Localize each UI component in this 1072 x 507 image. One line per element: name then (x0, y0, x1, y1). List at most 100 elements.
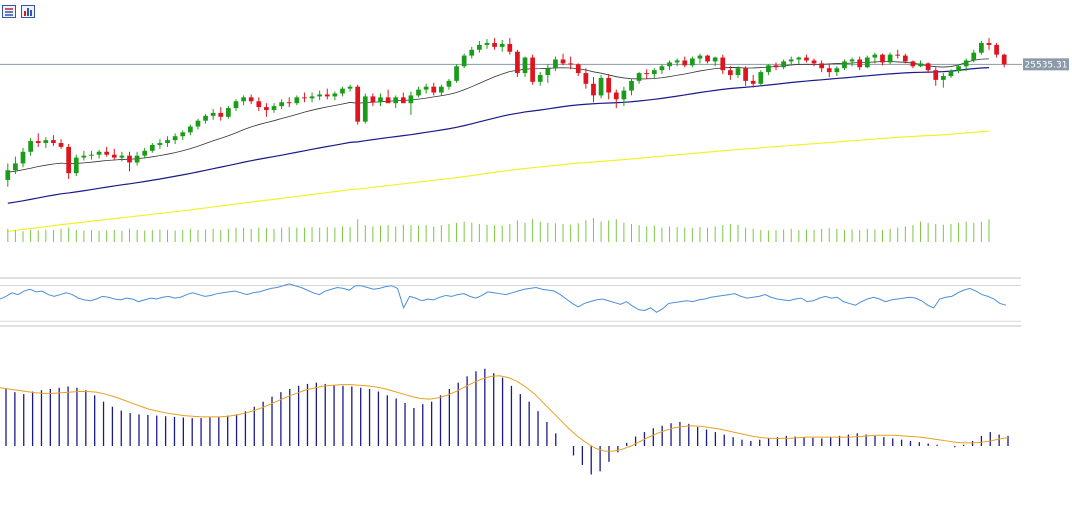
candle-body (400, 97, 406, 104)
candle-body (302, 97, 307, 99)
candle-body (933, 70, 939, 80)
candle-body (918, 63, 923, 67)
candle-body (13, 163, 18, 171)
candle-body (613, 92, 619, 100)
candle-body (910, 61, 916, 67)
candle-body (956, 66, 961, 72)
candle-body (682, 60, 688, 66)
candle-body (286, 102, 292, 104)
candle-body (545, 68, 551, 76)
candle-body (210, 112, 216, 116)
candle-body (940, 76, 946, 80)
candle-body (606, 77, 612, 93)
candle-body (332, 93, 338, 97)
candle-body (636, 73, 642, 81)
candle-body (28, 141, 33, 152)
candle-body (264, 107, 269, 110)
candle-body (423, 86, 429, 90)
candle-body (948, 71, 954, 76)
candle-body (324, 94, 330, 97)
candle-body (887, 54, 893, 63)
candle-body (127, 155, 132, 163)
candle-body (469, 49, 475, 56)
candle-body (842, 61, 847, 69)
candle-body (454, 66, 459, 81)
candle-body (712, 57, 718, 62)
candle-body (431, 86, 437, 93)
candle-body (309, 96, 315, 99)
candle-body (96, 151, 102, 155)
candle-body (187, 126, 193, 133)
candle-body (362, 96, 368, 122)
candle-body (347, 86, 353, 89)
candle-body (553, 59, 558, 69)
candle-body (979, 42, 984, 53)
candle-body (720, 57, 726, 71)
candle-body (971, 52, 977, 61)
candle-body (621, 90, 627, 100)
candle-body (35, 141, 41, 144)
candle-body (203, 115, 208, 121)
candle-body (165, 140, 170, 144)
candle-body (51, 140, 56, 144)
current-price-label: 25535.31 (1025, 60, 1068, 70)
candle-body (583, 73, 589, 84)
candle-body (689, 58, 695, 66)
candle-body (507, 43, 513, 52)
candle-body (111, 154, 117, 158)
candle-body (902, 55, 908, 62)
candle-body (408, 95, 414, 104)
candle-body (66, 146, 72, 174)
candle-body (598, 77, 604, 96)
candle-body (248, 97, 254, 102)
candle-body (674, 60, 680, 63)
candle-body (651, 70, 657, 75)
candle-body (705, 55, 710, 62)
volume-panel (7, 218, 990, 242)
candle-body (416, 89, 421, 96)
candle-body (963, 60, 969, 67)
candle-body (568, 63, 574, 65)
candle-body (271, 106, 277, 110)
candle-body (446, 80, 452, 87)
moving-average-slow-line (7, 130, 990, 233)
indicator-list-icon[interactable] (2, 3, 16, 18)
candle-body (986, 42, 992, 45)
candle-body (697, 55, 703, 59)
candle-body (438, 86, 444, 93)
candle-body (575, 64, 581, 74)
candle-body (134, 155, 140, 163)
candle-body (241, 97, 246, 102)
macd-signal-line (0, 375, 1009, 452)
candle-body (233, 101, 239, 109)
candle-body (119, 155, 125, 158)
chart-properties-icon[interactable] (21, 3, 35, 18)
candle-body (796, 57, 802, 60)
candle-body (461, 55, 467, 67)
candle-body (530, 57, 535, 82)
candle-body (994, 44, 999, 55)
candle-body (591, 83, 596, 96)
candle-body (758, 72, 764, 84)
candle-body (385, 97, 391, 104)
candle-body (804, 57, 809, 61)
candle-body (864, 57, 870, 68)
candle-body (378, 97, 383, 103)
candle-body (849, 59, 855, 62)
rsi-line (0, 283, 1007, 313)
candle-body (499, 43, 505, 47)
candle-body (834, 68, 840, 73)
candle-body (89, 154, 94, 156)
candle-body (279, 102, 284, 107)
candle-body (735, 68, 741, 76)
current-price-marker: 25535.31 (1023, 58, 1069, 71)
candle-body (226, 108, 231, 117)
candle-body (766, 65, 771, 73)
candle-body (195, 120, 201, 127)
candle-body (256, 101, 262, 108)
candle-body (880, 54, 885, 63)
chart-toolbar (2, 3, 35, 18)
candle-body (81, 155, 87, 158)
candle-body (743, 68, 748, 81)
